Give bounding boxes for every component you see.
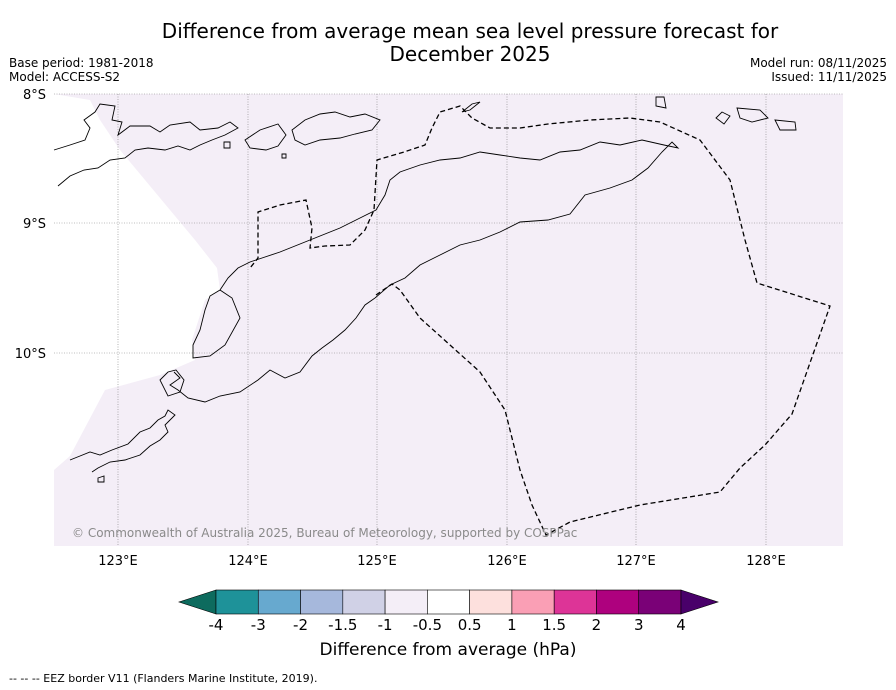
- colorbar-bin: [427, 589, 470, 615]
- lon-label-126e: 126°E: [487, 554, 527, 569]
- model-run: Model run: 08/11/2025: [749, 56, 887, 70]
- colorbar-bin: [342, 589, 386, 615]
- lat-label-8s: 8°S: [23, 88, 46, 103]
- graticule: [54, 93, 843, 546]
- coast-islet-8: [97, 475, 105, 483]
- coastlines: [53, 96, 797, 483]
- colorbar-tick-label: -2: [293, 616, 308, 634]
- meta-left: Base period: 1981-2018 Model: ACCESS-S2: [9, 56, 154, 84]
- lat-label-10s: 10°S: [15, 347, 46, 362]
- pressure-anomaly-field: [54, 94, 843, 546]
- coast-alor: [291, 111, 381, 146]
- colorbar-tick-label: -1.5: [328, 616, 357, 634]
- coast-islet-5: [655, 96, 667, 109]
- coast-islet-3: [281, 153, 287, 159]
- colorbar-bin: [511, 589, 555, 615]
- model-name: Model: ACCESS-S2: [9, 70, 121, 84]
- colorbar-bin: [553, 589, 597, 615]
- colorbar-tick-label: -3: [251, 616, 266, 634]
- colorbar-bin: [596, 589, 640, 615]
- coast-islet-4: [461, 101, 481, 113]
- colorbar-tick-label: 1.5: [542, 616, 566, 634]
- meta-right: Model run: 08/11/2025 Issued: 11/11/2025: [750, 56, 887, 84]
- coast-timor-south: [192, 289, 241, 359]
- base-period: Base period: 1981-2018: [9, 56, 154, 70]
- chart-title: Difference from average mean sea level p…: [161, 19, 779, 66]
- eez-borders: [249, 105, 831, 536]
- coast-islet-7: [774, 119, 797, 131]
- coast-timor-north: [219, 139, 680, 299]
- issued-date: Issued: 11/11/2025: [771, 70, 887, 84]
- coast-west-timor-south: [169, 297, 376, 403]
- lon-label-124e: 124°E: [228, 554, 268, 569]
- colorbar-tick-label: -4: [209, 616, 224, 634]
- colorbar-tick-label: -0.5: [413, 616, 442, 634]
- colorbar-tick-label: 3: [634, 616, 644, 634]
- coast-wetar: [715, 111, 731, 125]
- colorbar-bin: [300, 589, 344, 615]
- lon-label-123e: 123°E: [98, 554, 138, 569]
- coast-islet-2: [223, 141, 231, 149]
- colorbar-bin: [257, 589, 301, 615]
- coast-flores: [53, 103, 239, 187]
- eez-footnote: -- -- -- EEZ border V11 (Flanders Marine…: [9, 672, 318, 685]
- colorbar: [178, 589, 719, 615]
- lon-label-128e: 128°E: [746, 554, 786, 569]
- colorbar-tick-label: -1: [378, 616, 393, 634]
- colorbar-extend-low: [178, 589, 217, 615]
- legend-title: Difference from average (hPa): [319, 640, 577, 660]
- lon-label-127e: 127°E: [616, 554, 656, 569]
- lon-label-125e: 125°E: [357, 554, 397, 569]
- coast-islet-1: [244, 123, 287, 151]
- lat-label-9s: 9°S: [23, 217, 46, 232]
- colorbar-tick-label: 4: [676, 616, 686, 634]
- colorbar-bin: [469, 589, 513, 615]
- coast-sumba-east: [69, 409, 176, 473]
- colorbar-extend-high: [680, 589, 719, 615]
- coast-rote: [159, 369, 185, 397]
- colorbar-tick-label: 1: [507, 616, 517, 634]
- colorbar-bin: [638, 589, 682, 615]
- colorbar-bin: [384, 589, 428, 615]
- colorbar-ticks: -4 -3 -2 -1.5 -1 -0.5 0.5 1 1.5 2 3 4: [209, 616, 686, 634]
- copyright-notice: © Commonwealth of Australia 2025, Bureau…: [72, 526, 578, 540]
- colorbar-tick-label: 2: [592, 616, 602, 634]
- coast-islet-6: [736, 107, 769, 123]
- colorbar-bin: [215, 589, 259, 615]
- colorbar-tick-label: 0.5: [458, 616, 482, 634]
- eez-timor-leste: [249, 105, 831, 536]
